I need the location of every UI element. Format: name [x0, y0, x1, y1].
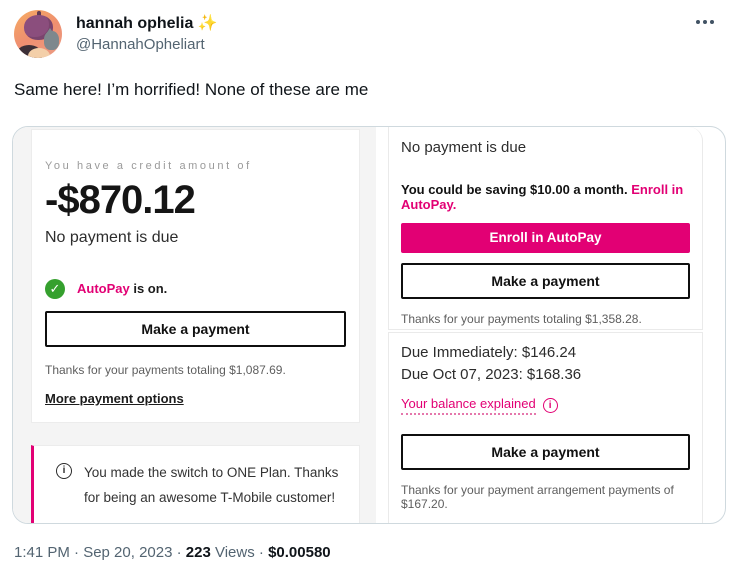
credit-amount: -$870.12 — [45, 177, 196, 222]
tweet: hannah ophelia ✨ @HannahOpheliart Same h… — [12, 10, 726, 561]
tweet-footer: 1:41 PM · Sep 20, 2023 · 223 Views · $0.… — [14, 544, 724, 561]
more-payment-options-link[interactable]: More payment options — [401, 523, 540, 524]
arrangement-payments-text: Thanks for your payment arrangement paym… — [401, 482, 674, 511]
payments-total-text: Thanks for your payments totaling $1,358… — [401, 311, 642, 326]
balance-explained-row: Your balance explained i — [401, 396, 690, 415]
avatar[interactable] — [14, 10, 62, 58]
avatar-cat-shape — [44, 28, 59, 50]
balance-card: You have a credit amount of -$870.12 No … — [31, 128, 360, 423]
info-icon[interactable]: i — [542, 397, 558, 413]
separator: · — [254, 543, 269, 561]
avatar-pumpkin-stem-shape — [37, 11, 41, 18]
avatar-shoulder-shape — [28, 48, 50, 58]
author-display-name[interactable]: hannah ophelia ✨ — [76, 15, 218, 32]
right-bottom-section: Due Immediately: $146.24 Due Oct 07, 202… — [388, 331, 703, 524]
one-plan-notice-text: You made the switch to ONE Plan. Thanks … — [84, 464, 339, 505]
payments-total-text: Thanks for your payments totaling $1,087… — [45, 362, 286, 377]
revenue-amount: $0.00580 — [268, 543, 331, 561]
enroll-autopay-link[interactable]: Enroll in AutoPay. — [401, 181, 684, 212]
screenshot-right: No payment is due You could be saving $1… — [388, 126, 703, 524]
make-payment-button[interactable]: Make a payment — [401, 262, 690, 299]
autopay-status-text: AutoPay is on. — [77, 281, 167, 296]
autopay-status-suffix: is on. — [129, 281, 168, 297]
one-plan-notice-card: i You made the switch to ONE Plan. Thank… — [31, 444, 360, 523]
tweet-media-image[interactable]: You have a credit amount of -$870.12 No … — [12, 125, 726, 524]
separator: · — [172, 543, 186, 561]
balance-explained-link[interactable]: Your balance explained — [401, 396, 536, 415]
author-names: hannah ophelia ✨ @HannahOpheliart — [76, 10, 218, 53]
make-payment-button[interactable]: Make a payment — [401, 433, 690, 470]
screenshot-left: You have a credit amount of -$870.12 No … — [13, 126, 376, 523]
more-payment-options-link[interactable]: More payment options — [45, 390, 184, 406]
no-payment-due-text: No payment is due — [45, 228, 179, 246]
credit-label: You have a credit amount of — [45, 159, 252, 172]
tweet-header: hannah ophelia ✨ @HannahOpheliart — [14, 10, 726, 58]
check-icon: ✓ — [45, 278, 65, 299]
autopay-saving-text: You could be saving $10.00 a month. Enro… — [401, 182, 690, 212]
enroll-autopay-button[interactable]: Enroll in AutoPay — [401, 222, 690, 253]
right-top-section: No payment is due You could be saving $1… — [388, 126, 703, 353]
saving-text: You could be saving $10.00 a month. — [401, 181, 632, 197]
autopay-status-row: ✓ AutoPay is on. — [45, 278, 346, 299]
make-payment-button[interactable]: Make a payment — [45, 310, 346, 347]
tweet-text: Same here! I’m horrified! None of these … — [14, 80, 369, 99]
due-later-text: Due Oct 07, 2023: $168.36 — [401, 365, 582, 383]
timestamp: 1:41 PM · Sep 20, 2023 — [14, 543, 173, 561]
author-handle[interactable]: @HannahOpheliart — [76, 36, 205, 53]
info-icon: i — [56, 462, 72, 479]
views-label: Views — [210, 543, 255, 561]
no-payment-due-text: No payment is due — [401, 138, 527, 156]
more-icon[interactable] — [692, 16, 718, 28]
autopay-brand: AutoPay — [77, 281, 130, 297]
views-count: 223 — [185, 543, 211, 561]
due-immediately-text: Due Immediately: $146.24 — [401, 343, 577, 361]
